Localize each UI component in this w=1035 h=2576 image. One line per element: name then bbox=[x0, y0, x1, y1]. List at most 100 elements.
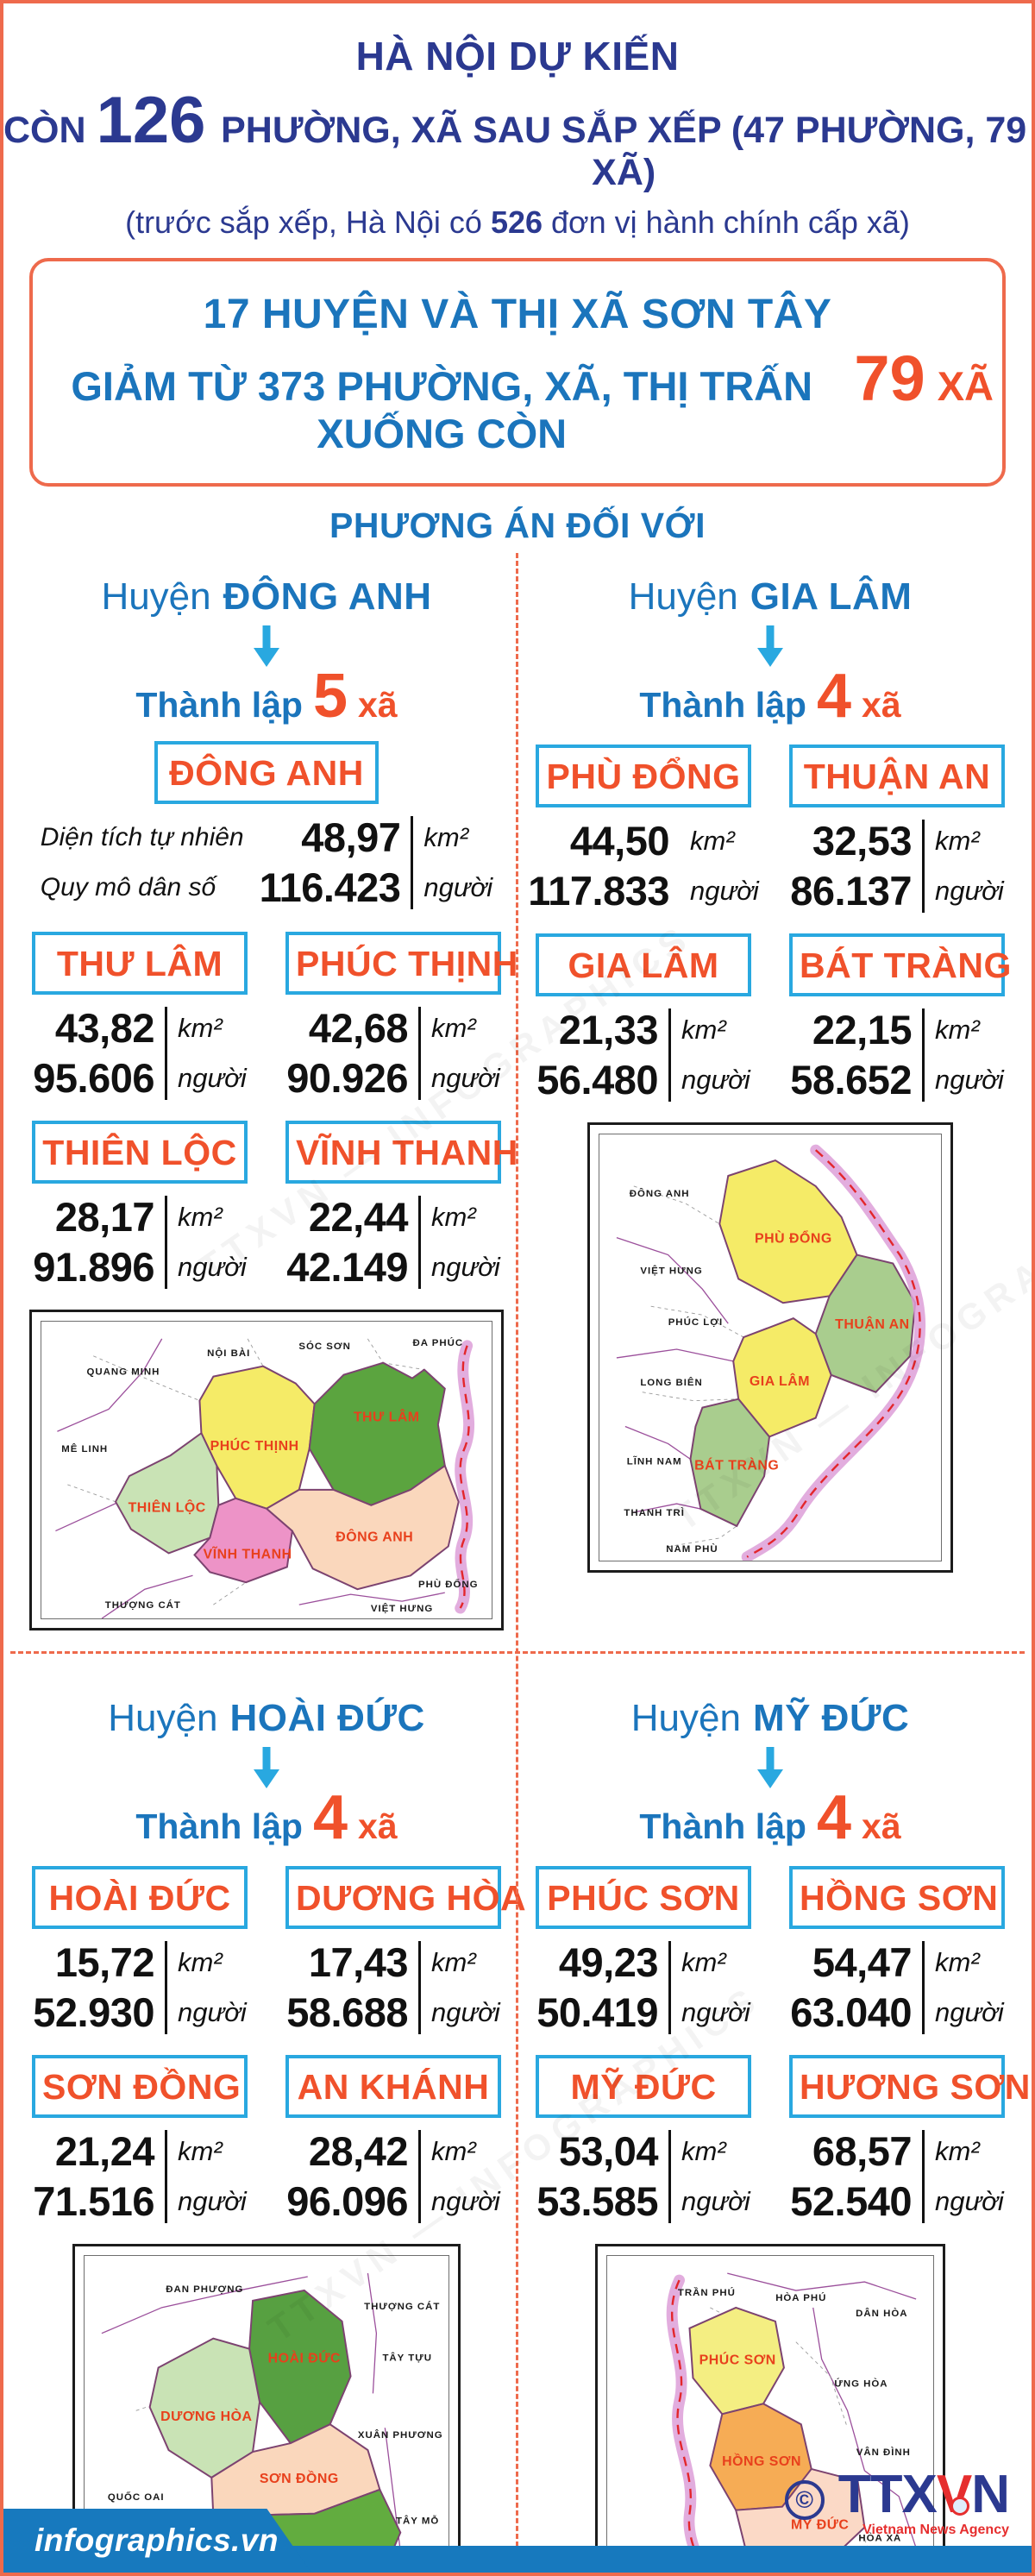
stat-divider bbox=[922, 1008, 925, 1102]
map-region-label: THUẬN AN bbox=[835, 1316, 909, 1332]
district-gia-lam: Huyện GIA LÂM Thành lập 4 xã PHÙ ĐỔNG 44… bbox=[519, 551, 1021, 1630]
population-label: Quy mô dân số bbox=[40, 873, 216, 902]
population-unit: người bbox=[681, 1065, 750, 1095]
district-name: ĐÔNG ANH bbox=[223, 575, 432, 618]
map-neighbor-label: XUÂN PHƯƠNG bbox=[358, 2429, 443, 2441]
area-value: 49,23 bbox=[558, 1939, 659, 1985]
population-value: 96.096 bbox=[286, 2178, 408, 2224]
stat-divider bbox=[411, 816, 414, 909]
map-region-label: DƯƠNG HÒA bbox=[160, 2408, 252, 2424]
logo-part3: N bbox=[971, 2465, 1010, 2525]
ward-name-box: BÁT TRÀNG bbox=[789, 933, 1011, 996]
ward-stats: 43,82 95.606 km² người bbox=[32, 1003, 248, 1103]
area-unit: km² bbox=[431, 1202, 476, 1232]
logo-part1: TTX bbox=[837, 2465, 938, 2525]
ward-stats: 53,04 53.585 km² người bbox=[536, 2127, 751, 2227]
area-value: 53,04 bbox=[558, 2128, 659, 2174]
population-value: 95.606 bbox=[33, 1055, 154, 1101]
ward-name-box: PHÙ ĐỔNG bbox=[536, 745, 751, 807]
population-value: 90.926 bbox=[286, 1055, 408, 1101]
map-neighbor-label: PHÚC LỢI bbox=[668, 1316, 723, 1328]
down-arrow-icon bbox=[254, 1747, 279, 1788]
area-label: Diện tích tự nhiên bbox=[40, 823, 244, 851]
district-header: Huyện GIA LÂM bbox=[629, 575, 913, 619]
map-neighbor-label: PHÙ ĐỔNG bbox=[418, 1579, 479, 1590]
establish-label: Thành lập bbox=[135, 685, 303, 725]
establish-line: Thành lập 4 xã bbox=[639, 665, 901, 726]
stat-divider bbox=[165, 2130, 167, 2223]
ward-name-box: AN KHÁNH bbox=[285, 2055, 501, 2118]
population-value: 53.585 bbox=[536, 2178, 658, 2224]
map-neighbor-label: VIỆT HƯNG bbox=[640, 1265, 702, 1276]
ward-name: SƠN ĐỒNG bbox=[42, 2067, 242, 2107]
ward-stats: Diện tích tự nhiên Quy mô dân số 48,97 1… bbox=[41, 813, 492, 913]
stat-divider bbox=[922, 1941, 925, 2034]
map-neighbor-label: QUANG MINH bbox=[87, 1367, 160, 1378]
ward-name: HỒNG SƠN bbox=[800, 1878, 999, 1918]
ward-stats: 54,47 63.040 km² người bbox=[789, 1938, 1005, 2038]
ward-name: PHÚC SƠN bbox=[547, 1878, 740, 1918]
stat-divider bbox=[668, 2130, 671, 2223]
ward-name-box: PHÚC THỊNH bbox=[285, 932, 518, 995]
stat-divider bbox=[668, 1008, 671, 1102]
map-region-label: PHÙ ĐỔNG bbox=[755, 1230, 832, 1247]
featured-ward-card: ĐÔNG ANH Diện tích tự nhiên Quy mô dân s… bbox=[29, 726, 504, 913]
stat-values: 48,97 116.423 bbox=[260, 813, 401, 913]
ward-name: MỸ ĐỨC bbox=[570, 2067, 717, 2107]
population-value: 52.930 bbox=[33, 1989, 154, 2035]
ward-card-phu-dong: PHÙ ĐỔNG 44,50 117.833 km² người bbox=[528, 745, 759, 916]
ward-name-box: HOÀI ĐỨC bbox=[32, 1866, 248, 1929]
page-title: HÀ NỘI DỰ KIẾN bbox=[355, 34, 680, 79]
vertical-dashed-divider bbox=[516, 553, 518, 2573]
establish-unit: xã bbox=[862, 685, 901, 725]
note-suffix: đơn vị hành chính cấp xã) bbox=[551, 204, 910, 240]
ward-name: VĨNH THANH bbox=[296, 1133, 518, 1172]
population-unit: người bbox=[178, 1997, 247, 2027]
down-arrow-icon bbox=[757, 1747, 783, 1788]
establish-line: Thành lập 5 xã bbox=[135, 665, 397, 726]
ward-stats: 15,72 52.930 km² người bbox=[32, 1938, 248, 2038]
area-value: 32,53 bbox=[812, 818, 913, 864]
footer-site-badge: infographics.vn bbox=[3, 2509, 311, 2573]
map-neighbor-label: NAM PHÙ bbox=[666, 1543, 718, 1555]
map-neighbor-label: ỨNG HÒA bbox=[834, 2378, 888, 2389]
establish-number: 4 bbox=[816, 1783, 852, 1852]
ward-card-my-duc: MỸ ĐỨC 53,04 53.585 km² người bbox=[536, 2055, 751, 2227]
area-unit: km² bbox=[935, 1015, 980, 1045]
stat-divider bbox=[922, 2130, 925, 2223]
population-value: 63.040 bbox=[790, 1989, 912, 2035]
population-unit: người bbox=[178, 1252, 247, 1282]
down-arrow-icon bbox=[757, 625, 783, 667]
agency-logo: © TTX V N Vietnam News Agency bbox=[784, 2465, 1010, 2538]
population-unit: người bbox=[423, 872, 493, 902]
population-unit: người bbox=[431, 2186, 500, 2216]
ward-stats: 28,42 96.096 km² người bbox=[285, 2127, 501, 2227]
stat-divider bbox=[165, 1196, 167, 1289]
area-value: 15,72 bbox=[54, 1939, 155, 1985]
highlight-box: 17 HUYỆN VÀ THỊ XÃ SƠN TÂY GIẢM TỪ 373 P… bbox=[29, 258, 1006, 487]
ward-card-thien-loc: THIÊN LỘC 28,17 91.896 km² người bbox=[32, 1121, 248, 1292]
population-unit: người bbox=[681, 2186, 750, 2216]
ward-name: THIÊN LỘC bbox=[42, 1133, 237, 1172]
establish-number: 4 bbox=[312, 1783, 348, 1852]
ward-name: ĐÔNG ANH bbox=[169, 753, 364, 793]
area-unit: km² bbox=[935, 826, 980, 856]
population-unit: người bbox=[935, 876, 1004, 906]
population-unit: người bbox=[178, 1063, 247, 1093]
stat-units: km² người bbox=[423, 813, 492, 913]
map-neighbor-label: THƯỢNG CÁT bbox=[105, 1599, 181, 1611]
ward-stats: 21,24 71.516 km² người bbox=[32, 2127, 248, 2227]
map-neighbor-label: LĨNH NAM bbox=[627, 1455, 682, 1467]
population-value: 117.833 bbox=[528, 868, 670, 914]
ward-name-box: DƯƠNG HÒA bbox=[285, 1866, 526, 1929]
stat-divider bbox=[165, 1941, 167, 2034]
stat-divider bbox=[418, 1007, 421, 1100]
area-value: 21,33 bbox=[558, 1007, 659, 1052]
area-value: 54,47 bbox=[812, 1939, 913, 1985]
map-neighbor-label: SÓC SƠN bbox=[298, 1341, 351, 1352]
summary-prefix: CÒN bbox=[3, 110, 86, 151]
establish-unit: xã bbox=[862, 1806, 901, 1846]
population-value: 56.480 bbox=[536, 1057, 658, 1103]
ward-name: PHÙ ĐỔNG bbox=[546, 757, 741, 796]
